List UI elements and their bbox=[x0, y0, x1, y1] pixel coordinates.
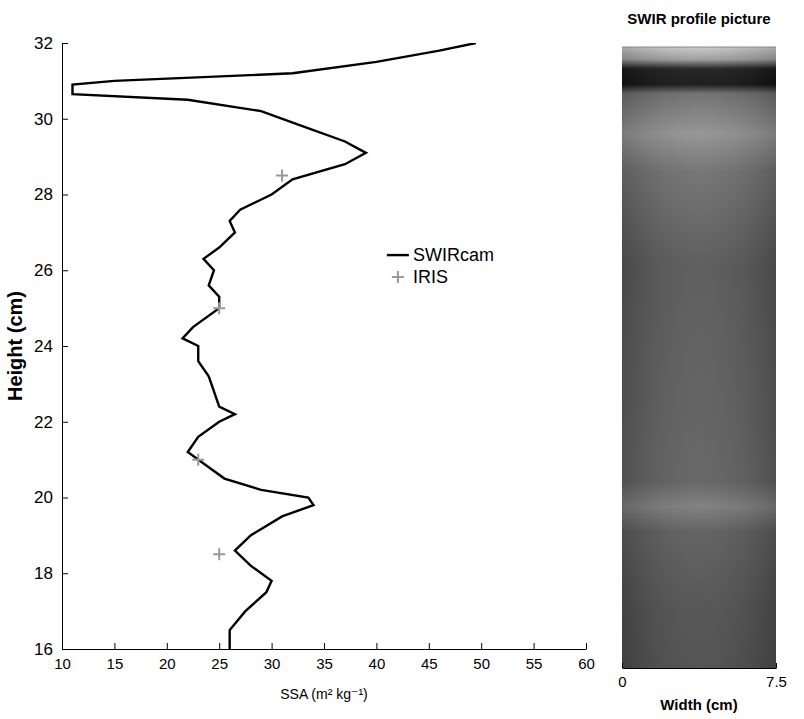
profile-image bbox=[622, 47, 776, 668]
x-tick-label: 55 bbox=[526, 655, 543, 672]
y-tick-mark bbox=[62, 195, 68, 196]
series-point bbox=[276, 170, 288, 182]
y-tick-mark bbox=[62, 346, 68, 347]
legend-swatch bbox=[392, 271, 404, 283]
figure: 10 15 20 25 30 35 40 45 50 55 60 16 18 20 22 24 26 28 30 32… bbox=[0, 0, 804, 719]
x-tick: 25 bbox=[211, 643, 228, 672]
x-tick-label: 60 bbox=[578, 655, 595, 672]
y-tick-mark bbox=[62, 270, 68, 271]
y-tick-label: 24 bbox=[34, 337, 53, 356]
image-title: SWIR profile picture bbox=[627, 10, 770, 27]
x-tick: 20 bbox=[159, 643, 176, 672]
x-tick-label: 50 bbox=[473, 655, 490, 672]
y-tick-mark bbox=[62, 498, 68, 499]
y-tick-mark bbox=[62, 422, 68, 423]
y-tick-mark bbox=[62, 119, 68, 120]
y-tick-mark bbox=[62, 43, 68, 44]
y-axis-title: Height (cm) bbox=[4, 291, 26, 401]
image-x-tick-mark bbox=[622, 663, 623, 668]
image-x-axis-line bbox=[623, 668, 777, 669]
x-axis-title: SSA (m² kg⁻¹) bbox=[280, 686, 368, 702]
x-tick-mark bbox=[219, 643, 220, 649]
x-tick-label: 15 bbox=[107, 655, 124, 672]
x-tick-mark bbox=[114, 643, 115, 649]
y-tick: 28 bbox=[34, 185, 68, 204]
x-tick: 30 bbox=[264, 643, 281, 672]
x-tick-mark bbox=[481, 643, 482, 649]
x-tick-label: 45 bbox=[421, 655, 438, 672]
plot-area bbox=[72, 43, 475, 649]
x-tick: 60 bbox=[578, 643, 595, 672]
y-axis: 16 18 20 22 24 26 28 30 32 bbox=[34, 34, 68, 659]
y-tick-label: 18 bbox=[34, 564, 53, 583]
y-tick-label: 32 bbox=[34, 34, 53, 53]
x-axis: 10 15 20 25 30 35 40 45 50 55 60 bbox=[54, 643, 595, 672]
y-tick: 32 bbox=[34, 34, 68, 53]
x-tick-label: 40 bbox=[369, 655, 386, 672]
image-x-tick: 7.5 bbox=[766, 663, 787, 690]
image-x-tick: 0 bbox=[618, 663, 626, 690]
legend-swatch bbox=[387, 254, 409, 256]
x-tick: 40 bbox=[369, 643, 386, 672]
series-point bbox=[192, 454, 204, 466]
image-x-axis: 07.5 bbox=[618, 663, 787, 690]
y-tick: 22 bbox=[34, 413, 68, 432]
series-line bbox=[72, 43, 475, 649]
image-top-edge bbox=[622, 47, 776, 48]
legend-item: IRIS bbox=[392, 267, 448, 287]
image-x-tick-label: 7.5 bbox=[766, 673, 787, 690]
y-tick: 16 bbox=[34, 640, 68, 659]
x-tick: 35 bbox=[316, 643, 333, 672]
y-tick-label: 20 bbox=[34, 488, 53, 507]
x-tick: 50 bbox=[473, 643, 490, 672]
x-tick-label: 10 bbox=[54, 655, 71, 672]
y-tick-label: 28 bbox=[34, 185, 53, 204]
x-tick: 15 bbox=[107, 643, 124, 672]
x-tick-mark bbox=[429, 643, 430, 649]
y-tick: 30 bbox=[34, 110, 68, 129]
series-point bbox=[213, 302, 225, 314]
x-tick-mark bbox=[324, 643, 325, 649]
x-axis-line bbox=[63, 649, 587, 650]
legend-label: IRIS bbox=[413, 267, 448, 287]
x-tick-mark bbox=[586, 643, 587, 649]
image-x-tick-label: 0 bbox=[618, 673, 626, 690]
x-tick: 45 bbox=[421, 643, 438, 672]
y-tick: 26 bbox=[34, 261, 68, 280]
legend: SWIRcamIRIS bbox=[387, 245, 494, 287]
x-tick-label: 30 bbox=[264, 655, 281, 672]
series-point bbox=[213, 548, 225, 560]
y-tick-mark bbox=[62, 573, 68, 574]
x-tick-label: 35 bbox=[316, 655, 333, 672]
x-tick-mark bbox=[272, 643, 273, 649]
image-x-tick-mark bbox=[776, 663, 777, 668]
x-tick: 55 bbox=[526, 643, 543, 672]
y-tick-label: 30 bbox=[34, 110, 53, 129]
y-tick: 24 bbox=[34, 337, 68, 356]
y-tick-label: 22 bbox=[34, 413, 53, 432]
y-tick: 20 bbox=[34, 488, 68, 507]
y-tick: 18 bbox=[34, 564, 68, 583]
image-x-axis-title: Width (cm) bbox=[660, 696, 737, 713]
y-tick-mark bbox=[62, 649, 68, 650]
x-tick-mark bbox=[376, 643, 377, 649]
x-tick-label: 20 bbox=[159, 655, 176, 672]
legend-item: SWIRcam bbox=[387, 245, 494, 265]
legend-label: SWIRcam bbox=[413, 245, 494, 265]
x-tick-label: 25 bbox=[211, 655, 228, 672]
y-tick-label: 26 bbox=[34, 261, 53, 280]
x-tick-mark bbox=[534, 643, 535, 649]
profile-image-shade bbox=[622, 47, 776, 668]
y-tick-label: 16 bbox=[34, 640, 53, 659]
x-tick-mark bbox=[167, 643, 168, 649]
